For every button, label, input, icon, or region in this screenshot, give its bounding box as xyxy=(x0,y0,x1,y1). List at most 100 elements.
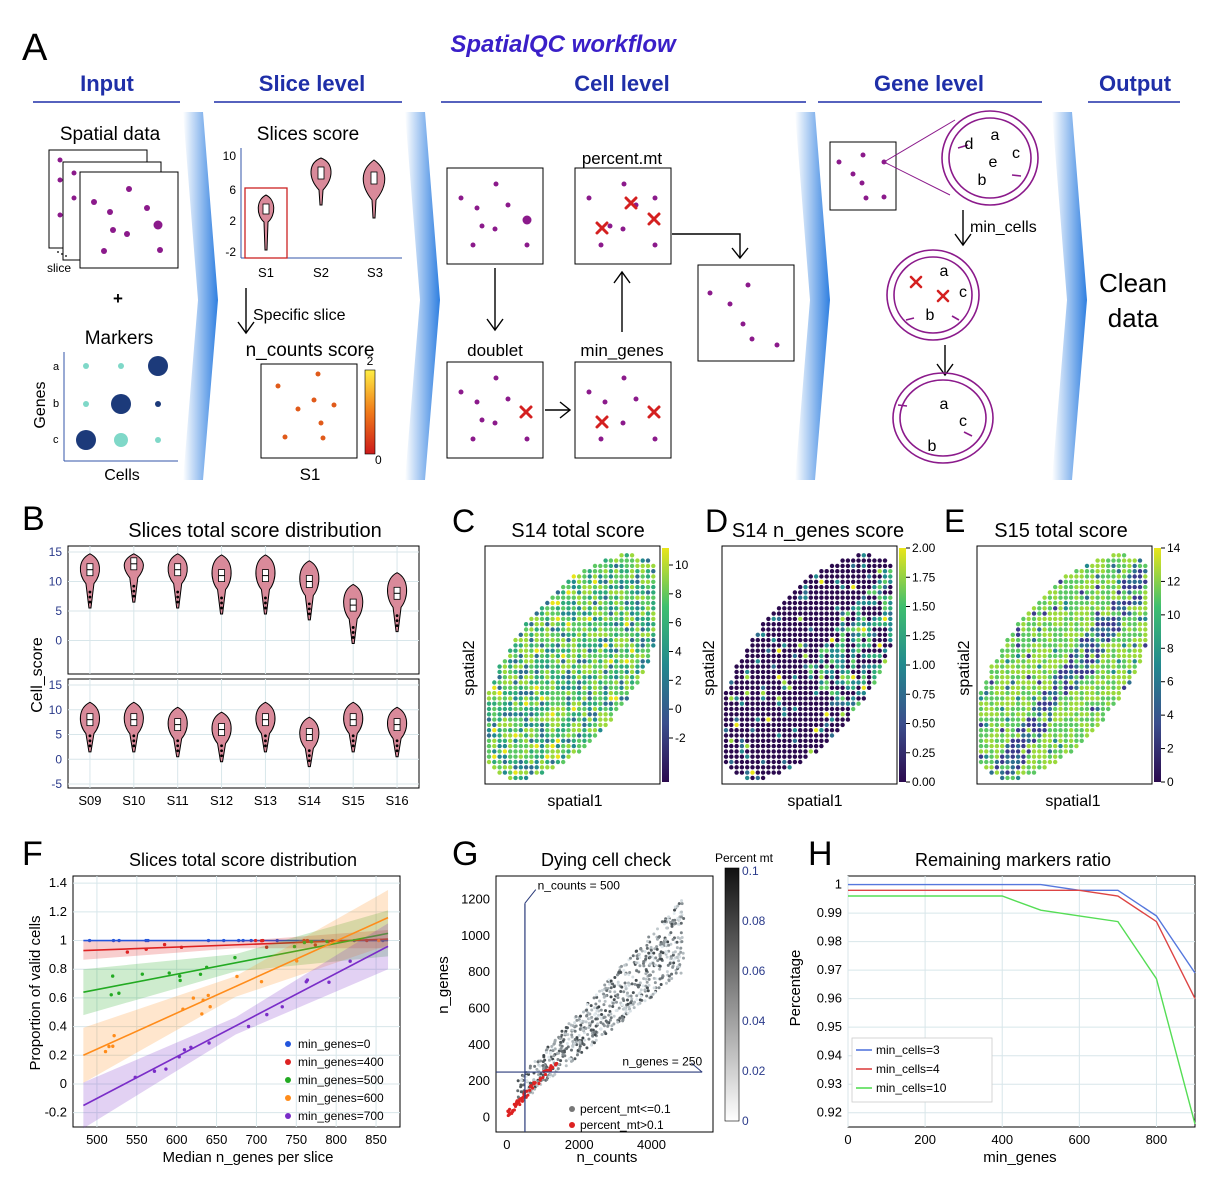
spot xyxy=(529,754,534,759)
cell-point xyxy=(528,1081,532,1085)
spot xyxy=(640,659,645,664)
spot xyxy=(1121,680,1127,685)
spot xyxy=(750,722,755,728)
cell-point xyxy=(670,924,674,928)
spot xyxy=(1015,675,1021,680)
spot xyxy=(513,706,518,712)
cell-point xyxy=(667,974,671,978)
spot xyxy=(1042,669,1047,675)
spot xyxy=(856,616,861,622)
outlier-point xyxy=(351,734,355,738)
spot xyxy=(888,616,893,622)
spot xyxy=(561,759,566,765)
spot xyxy=(518,701,523,706)
spot xyxy=(1074,590,1079,595)
spot xyxy=(1026,765,1031,770)
spot xyxy=(529,690,534,696)
spot xyxy=(861,627,866,632)
spot xyxy=(824,717,829,722)
spot xyxy=(582,579,587,584)
spot xyxy=(882,616,888,622)
spot xyxy=(803,680,808,685)
spot xyxy=(582,569,587,574)
spot xyxy=(776,622,782,627)
cell-point xyxy=(633,1000,637,1004)
spot xyxy=(824,728,829,733)
spot xyxy=(771,717,776,722)
spot xyxy=(989,754,994,759)
cell-point xyxy=(575,1053,579,1057)
spot xyxy=(555,606,561,611)
spot xyxy=(1084,600,1090,606)
spot xyxy=(1090,648,1095,653)
n-counts-slice-name: S1 xyxy=(300,465,321,484)
spot xyxy=(1000,664,1005,669)
spot xyxy=(502,690,508,696)
cell-point xyxy=(670,977,674,981)
spot xyxy=(851,558,856,563)
spot xyxy=(1106,622,1111,627)
spot xyxy=(824,569,829,574)
colorbar-tick-label: 6 xyxy=(675,616,682,630)
spot xyxy=(1000,653,1005,659)
spot xyxy=(1143,569,1148,574)
cell-point xyxy=(677,952,681,956)
spot xyxy=(866,595,872,600)
spot xyxy=(571,675,576,680)
spot xyxy=(603,664,608,669)
cell-point xyxy=(594,1017,598,1021)
spot xyxy=(1042,712,1047,717)
spot xyxy=(1005,659,1010,664)
spot xyxy=(518,765,523,770)
spot xyxy=(1000,770,1005,775)
spot xyxy=(513,653,518,659)
spot xyxy=(766,680,771,685)
spot xyxy=(1026,675,1031,680)
spot xyxy=(614,669,619,675)
spot xyxy=(829,616,835,622)
spot xyxy=(523,690,529,696)
spot xyxy=(598,600,603,606)
spot xyxy=(835,648,840,653)
spot xyxy=(608,611,614,616)
spot xyxy=(845,616,851,622)
spot xyxy=(803,600,808,606)
cell-point xyxy=(577,1033,581,1037)
cell-point xyxy=(627,1005,631,1009)
spot xyxy=(787,659,792,664)
spot xyxy=(1031,653,1037,659)
spot xyxy=(1068,648,1074,653)
header-output: Output xyxy=(1099,71,1172,96)
spot xyxy=(994,706,1000,712)
spot xyxy=(566,637,571,643)
point xyxy=(207,1041,211,1045)
spot xyxy=(851,590,856,595)
spot xyxy=(635,622,640,627)
spot xyxy=(1084,712,1090,717)
cell-point xyxy=(616,993,620,997)
spot xyxy=(813,712,819,717)
gene-letter-a-full: a xyxy=(991,127,1000,144)
legend-label-high: percent_mt>0.1 xyxy=(580,1118,664,1132)
chevron-4 xyxy=(1052,112,1087,480)
spot xyxy=(598,627,603,632)
spot xyxy=(1106,643,1111,648)
spot xyxy=(624,643,629,648)
spot xyxy=(1100,669,1106,675)
spot xyxy=(989,717,994,722)
spot xyxy=(534,659,539,664)
spot xyxy=(486,717,492,722)
cell-point xyxy=(549,1051,553,1055)
spot xyxy=(592,659,598,664)
spot xyxy=(576,648,582,653)
cell-point xyxy=(665,970,669,974)
spot xyxy=(829,606,835,611)
spot xyxy=(550,690,555,696)
spot xyxy=(1079,584,1084,590)
spot xyxy=(861,696,866,701)
spot xyxy=(1100,622,1106,627)
spot xyxy=(866,611,872,616)
spot xyxy=(1137,563,1143,569)
